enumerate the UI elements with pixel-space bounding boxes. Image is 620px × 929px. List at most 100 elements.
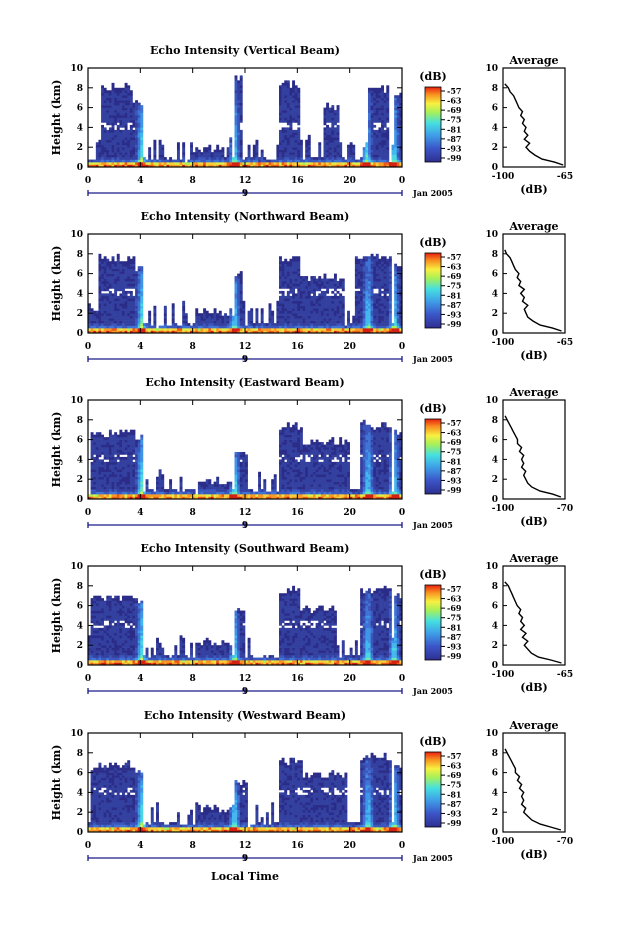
echo-cell xyxy=(333,159,337,163)
echo-cell xyxy=(161,162,165,165)
echo-cell xyxy=(93,439,97,443)
echo-cell xyxy=(250,491,254,495)
echo-cell xyxy=(320,295,324,299)
echo-cell xyxy=(276,325,280,329)
echo-cell xyxy=(279,318,282,321)
echo-cell xyxy=(135,444,139,448)
echo-cell xyxy=(135,162,139,165)
echo-cell xyxy=(331,152,335,155)
echo-cell xyxy=(367,268,371,272)
echo-cell xyxy=(360,268,364,272)
echo-cell xyxy=(218,491,222,495)
echo-cell xyxy=(140,437,144,440)
echo-cell xyxy=(362,152,366,155)
echo-cell xyxy=(124,328,128,331)
echo-cell xyxy=(116,124,120,128)
echo-cell xyxy=(326,110,330,113)
echo-cell xyxy=(163,325,167,329)
echo-cell xyxy=(216,152,220,155)
echo-cell xyxy=(179,159,183,163)
echo-cell xyxy=(373,293,377,297)
echo-cell xyxy=(111,97,115,101)
echo-cell xyxy=(286,119,290,123)
echo-cell xyxy=(95,481,99,485)
echo-cell xyxy=(114,105,118,108)
echo-cell xyxy=(111,268,115,272)
echo-cell xyxy=(370,137,374,141)
echo-cell xyxy=(103,164,107,168)
echo-cell xyxy=(297,144,301,148)
echo-cell xyxy=(127,479,131,482)
echo-cell xyxy=(90,159,94,163)
echo-cell xyxy=(148,154,152,158)
echo-cell xyxy=(281,310,285,314)
colorbar-label: -69 xyxy=(447,105,462,115)
echo-cell xyxy=(367,147,371,150)
echo-cell xyxy=(135,439,139,443)
echo-cell xyxy=(307,134,311,138)
echo-cell xyxy=(258,476,261,480)
echo-cell xyxy=(252,157,256,160)
echo-cell xyxy=(239,328,243,331)
echo-cell xyxy=(279,466,282,470)
echo-cell xyxy=(375,313,379,316)
echo-cell xyxy=(106,439,110,443)
echo-cell xyxy=(289,298,293,302)
echo-cell xyxy=(341,283,345,287)
echo-cell xyxy=(234,92,238,96)
echo-cell xyxy=(381,164,384,168)
echo-cell xyxy=(284,82,288,86)
echo-cell xyxy=(391,154,395,158)
echo-cell xyxy=(388,290,392,294)
echo-cell xyxy=(373,325,377,329)
echo-cell xyxy=(383,303,387,307)
echo-cell xyxy=(381,283,384,287)
echo-cell xyxy=(153,496,157,500)
echo-cell xyxy=(137,454,141,458)
echo-cell xyxy=(289,263,293,267)
echo-cell xyxy=(388,305,392,309)
echo-cell xyxy=(271,315,275,319)
echo-cell xyxy=(284,451,288,455)
echo-cell xyxy=(323,137,327,141)
echo-cell xyxy=(122,461,125,465)
echo-cell xyxy=(383,288,387,292)
echo-cell xyxy=(166,496,170,500)
echo-cell xyxy=(386,92,390,96)
echo-cell xyxy=(192,159,196,163)
echo-cell xyxy=(326,159,330,163)
echo-cell xyxy=(124,303,128,307)
echo-cell xyxy=(323,157,327,160)
echo-cell xyxy=(111,449,115,453)
echo-cell xyxy=(129,330,133,334)
echo-cell xyxy=(381,154,384,158)
echo-cell xyxy=(396,117,400,121)
echo-cell xyxy=(111,434,115,438)
echo-cell xyxy=(98,461,102,465)
echo-cell xyxy=(103,110,107,113)
echo-cell xyxy=(315,325,319,329)
echo-cell xyxy=(250,320,254,324)
echo-cell xyxy=(305,157,309,160)
echo-cell xyxy=(284,92,288,96)
echo-cell xyxy=(279,276,282,279)
echo-cell xyxy=(106,122,110,126)
echo-cell xyxy=(276,303,280,307)
echo-cell xyxy=(208,484,212,487)
echo-cell xyxy=(122,162,125,165)
echo-cell xyxy=(378,162,382,165)
echo-cell xyxy=(339,147,343,150)
echo-cell xyxy=(352,144,356,148)
echo-cell xyxy=(281,328,285,331)
echo-cell xyxy=(116,449,120,453)
echo-cell xyxy=(284,107,288,111)
echo-cell xyxy=(127,139,131,143)
echo-cell xyxy=(148,313,152,316)
echo-cell xyxy=(103,263,107,267)
echo-cell xyxy=(399,285,403,289)
echo-cell xyxy=(247,318,251,321)
echo-cell xyxy=(399,310,403,314)
echo-cell xyxy=(174,489,178,492)
echo-cell xyxy=(88,323,91,326)
echo-cell xyxy=(276,308,280,312)
